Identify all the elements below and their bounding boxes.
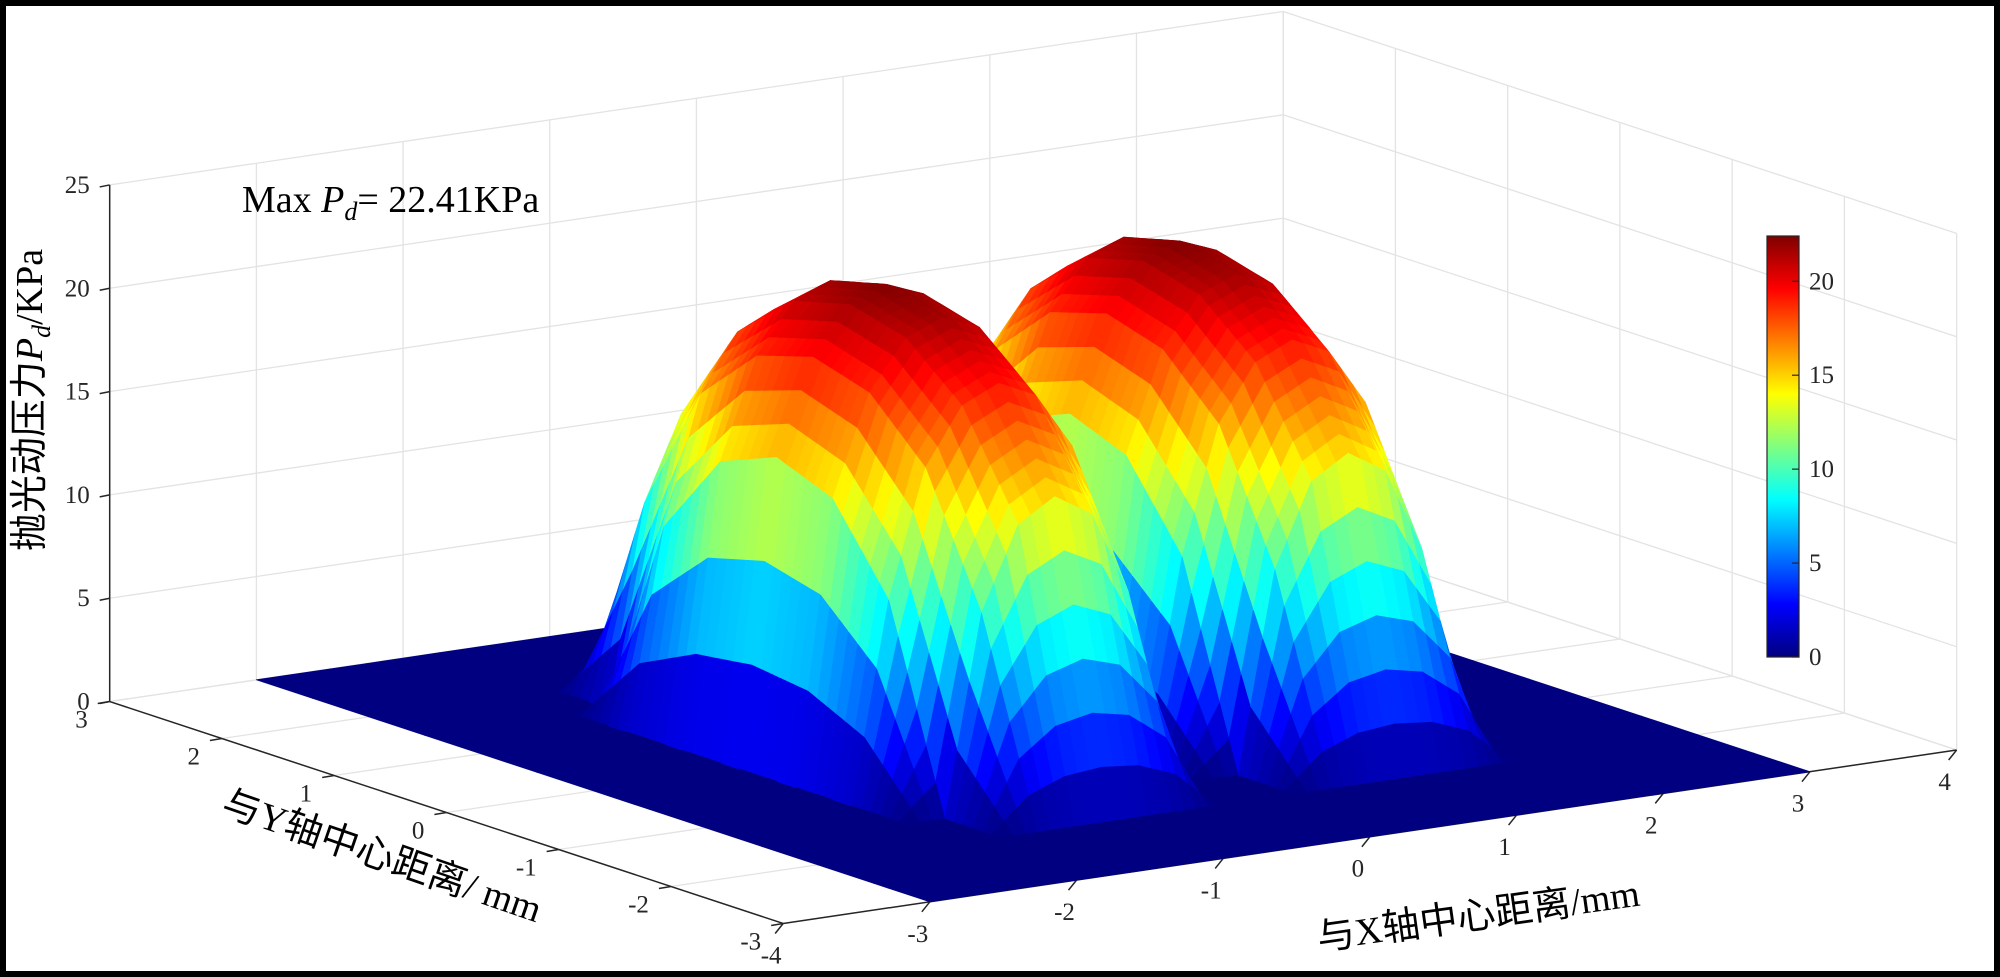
surface [255,236,1811,903]
x-tick [921,901,931,913]
x-tick [1067,879,1078,891]
colorbar-tick-label: 10 [1809,456,1834,483]
z-label-text: 抛光动压力 [9,361,51,551]
grid-line [1282,10,1957,235]
colorbar-tick-label: 20 [1809,268,1834,295]
z-tick-label: 15 [65,379,90,406]
colorbar-tick-label: 15 [1809,362,1834,389]
x-tick-label: -4 [761,942,782,969]
y-tick-label: -1 [516,854,537,881]
x-tick-label: 1 [1498,834,1511,861]
annotation-value: = 22.41KPa [357,179,539,221]
colorbar-scale [1766,235,1800,658]
z-tick-label: 10 [65,482,90,509]
y-tick [546,848,559,853]
y-tick [97,700,110,705]
x-tick-label: 3 [1792,791,1805,818]
z-tick-label: 0 [77,689,90,716]
x-tick [1214,857,1224,869]
z-tick-label: 25 [65,172,90,199]
grid-line [109,114,1284,289]
y-tick-label: 3 [75,707,88,734]
grid-line [1282,114,1957,338]
x-tick [1801,771,1811,783]
grid-line [1282,320,1957,544]
surface-patch [873,877,967,903]
z-label-unit: /KPa [9,249,51,325]
grid-line [109,10,1284,186]
z-tick-label: 5 [77,585,90,612]
z-label-subscript: d [27,324,56,338]
z-tick [99,287,110,292]
y-tick-label: 1 [300,781,313,808]
x-tick [1361,836,1371,848]
z-tick [99,494,110,498]
z-tick [99,597,110,601]
colorbar-tick-label: 0 [1809,644,1822,671]
y-tick-label: -3 [740,928,761,955]
grid-line [1282,217,1957,441]
x-tick-label: -1 [1201,877,1222,904]
x-tick-label: 2 [1645,812,1658,839]
x-tick [1654,792,1664,804]
y-tick [434,811,447,816]
grid-line [109,217,1284,393]
y-tick [322,774,335,779]
annotation-text: Max [242,179,321,221]
y-tick [209,737,223,742]
z-tick-label: 20 [65,275,90,302]
z-tick [99,184,110,188]
x-tick-label: 4 [1938,769,1951,796]
grid-line [1282,424,1957,648]
y-tick [771,922,784,927]
annotation: Max Pd= 22.41KPa [242,179,539,226]
y-tick [658,885,672,890]
x-tick-label: -2 [1054,899,1075,926]
z-tick [99,390,110,395]
annotation-subscript: d [344,197,358,226]
colorbar-tick-label: 5 [1809,550,1822,577]
annotation-symbol: P [320,179,344,221]
colorbar: 0 5 10 15 20 [1766,235,1834,671]
y-tick-label: 2 [187,744,200,771]
x-tick-label: 0 [1352,856,1365,883]
y-tick-label: -2 [628,891,649,918]
x-tick [1507,814,1518,826]
x-tick [1948,749,1958,761]
z-axis-label: 抛光动压力Pd/KPa [9,249,56,551]
x-tick-label: -3 [907,921,928,948]
x-tick [774,923,784,934]
y-tick-label: 0 [412,818,425,845]
z-label-symbol: P [9,338,51,362]
